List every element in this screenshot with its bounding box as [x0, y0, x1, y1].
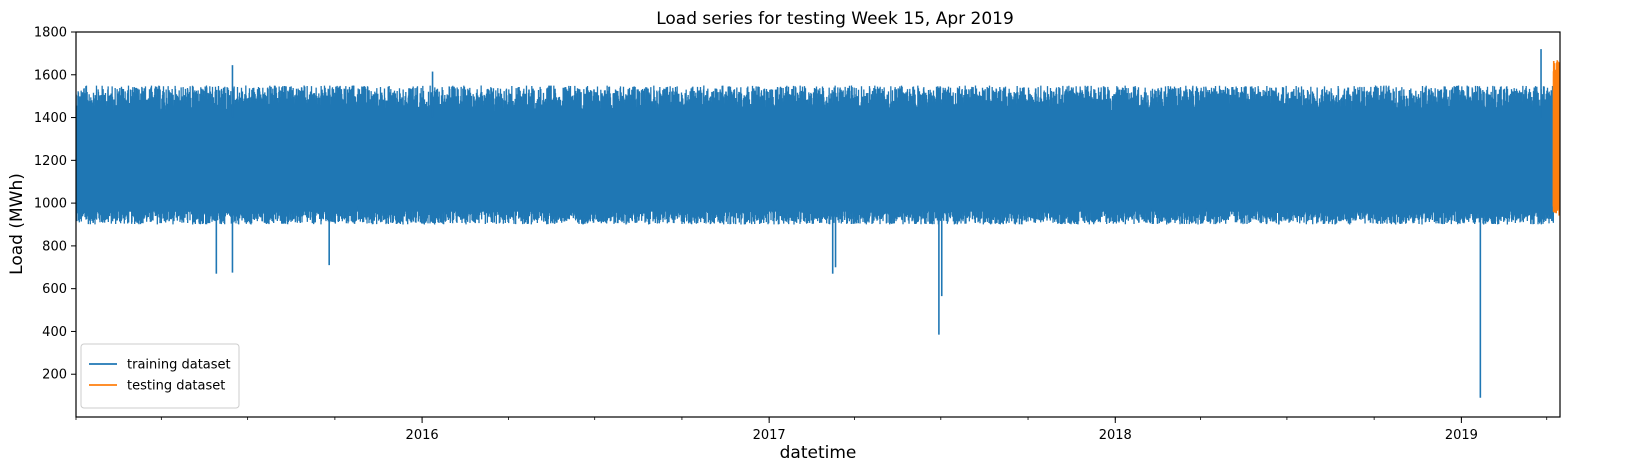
y-axis-label: Load (MWh) — [7, 173, 27, 275]
y-tick-label: 1800 — [34, 26, 67, 41]
y-tick-label: 600 — [42, 282, 67, 297]
x-tick-label: 2017 — [753, 428, 786, 443]
legend: training dataset testing dataset — [80, 343, 240, 409]
x-axis: 2016 2017 2018 2019 — [75, 417, 1548, 443]
y-axis: 200 400 600 800 1000 1200 1400 1600 1800 — [34, 26, 76, 383]
series-line-testing — [1552, 60, 1560, 216]
y-tick-label: 1200 — [34, 154, 67, 169]
series-line-training — [76, 85, 1555, 225]
y-tick-label: 1000 — [34, 197, 67, 212]
x-axis-label: datetime — [780, 443, 857, 463]
legend-label: training dataset — [127, 358, 231, 373]
y-tick-label: 200 — [42, 368, 67, 383]
chart-title: Load series for testing Week 15, Apr 201… — [656, 9, 1014, 29]
y-tick-label: 800 — [42, 239, 67, 254]
plot-frame — [75, 31, 1561, 418]
x-tick-label: 2019 — [1445, 428, 1478, 443]
legend-label: testing dataset — [127, 379, 225, 394]
y-tick-label: 1600 — [34, 68, 67, 83]
y-tick-label: 400 — [42, 325, 67, 340]
legend-box — [80, 343, 240, 409]
y-tick-label: 1400 — [34, 111, 67, 126]
x-tick-label: 2016 — [406, 428, 439, 443]
x-tick-label: 2018 — [1099, 428, 1132, 443]
